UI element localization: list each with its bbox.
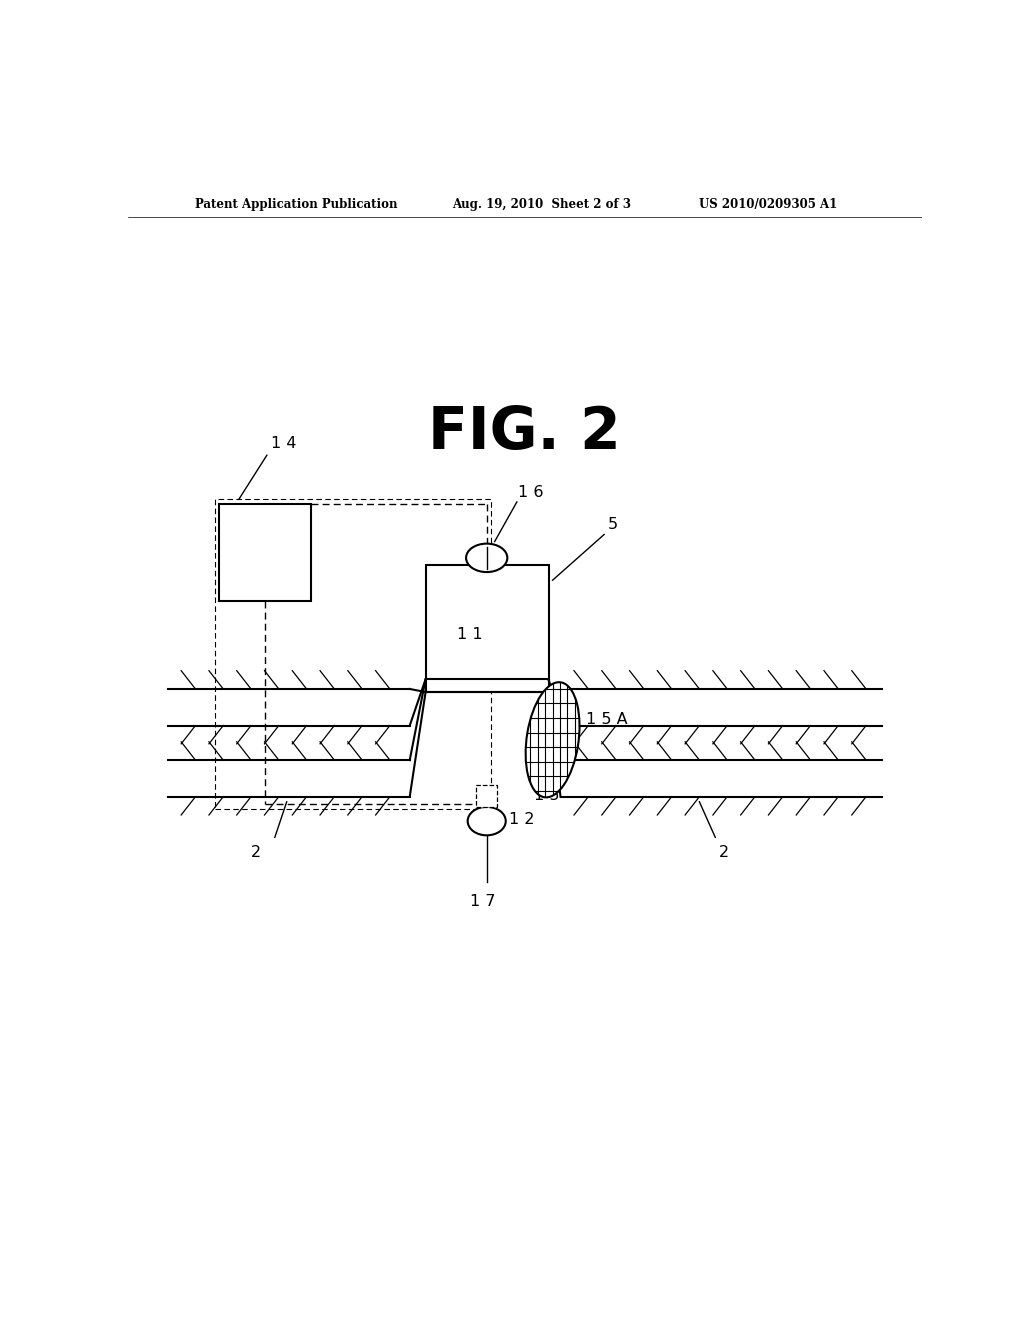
Bar <box>476 784 497 807</box>
Text: 1 7: 1 7 <box>470 894 496 909</box>
Text: FIG. 2: FIG. 2 <box>428 404 622 461</box>
Text: 1 1: 1 1 <box>458 627 483 643</box>
Ellipse shape <box>525 682 580 797</box>
Text: Aug. 19, 2010  Sheet 2 of 3: Aug. 19, 2010 Sheet 2 of 3 <box>452 198 631 211</box>
Text: 1 5 A: 1 5 A <box>586 711 628 727</box>
Text: 1 5: 1 5 <box>535 788 560 803</box>
Ellipse shape <box>466 544 507 572</box>
Text: US 2010/0209305 A1: US 2010/0209305 A1 <box>699 198 838 211</box>
Bar <box>215 499 490 809</box>
Text: 2: 2 <box>719 846 729 861</box>
Text: 1 6: 1 6 <box>518 484 544 500</box>
Ellipse shape <box>468 807 506 836</box>
Text: 1 2: 1 2 <box>509 812 535 826</box>
Text: 5: 5 <box>608 517 618 532</box>
Ellipse shape <box>526 684 579 796</box>
Bar <box>219 504 310 601</box>
Text: 1 4: 1 4 <box>270 436 296 451</box>
Text: 2: 2 <box>251 846 261 861</box>
Bar <box>426 565 549 692</box>
Text: Patent Application Publication: Patent Application Publication <box>196 198 398 211</box>
